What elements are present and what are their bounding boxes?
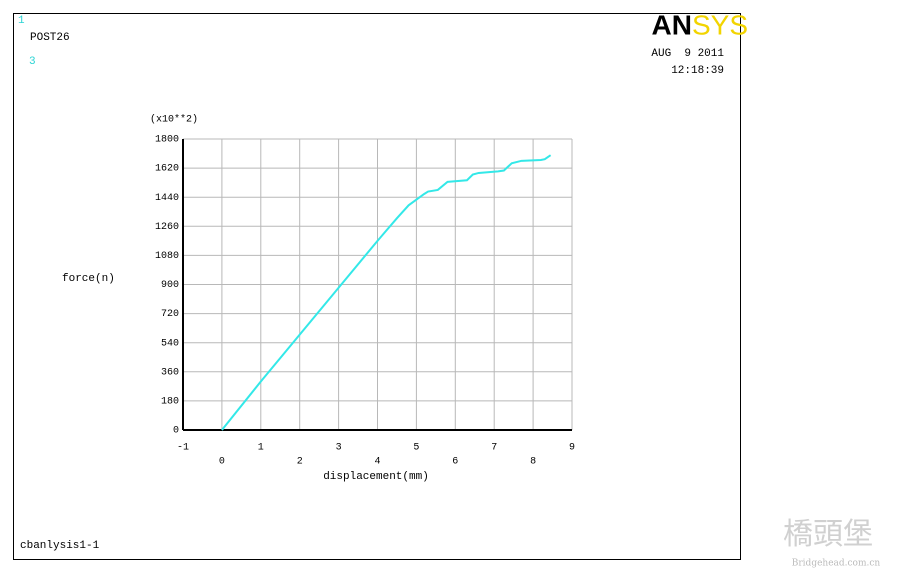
x-tick-label: -1: [177, 443, 189, 454]
y-tick-label: 1800: [155, 135, 179, 146]
y-tick-label: 1080: [155, 251, 179, 262]
data-line: [221, 154, 552, 431]
x-tick-label: 0: [219, 457, 225, 468]
y-tick-label: 360: [161, 367, 179, 378]
y-tick-label: 540: [161, 338, 179, 349]
x-tick-label: 6: [452, 457, 458, 468]
x-tick-label: 3: [336, 443, 342, 454]
x-tick-label: 5: [413, 443, 419, 454]
x-tick-label: 7: [491, 443, 497, 454]
logo-sys: SYS: [692, 9, 748, 40]
window-number: 1: [18, 15, 25, 27]
x-tick-label: 2: [297, 457, 303, 468]
logo-an: AN: [652, 9, 692, 40]
watermark-site: Bridgehead.com.cn: [792, 559, 881, 569]
x-tick-label: 9: [569, 443, 575, 454]
program: POST26: [30, 32, 70, 44]
y-tick-label: 720: [161, 309, 179, 320]
x-tick-label: 8: [530, 457, 536, 468]
x-axis-label: displacement(mm): [323, 471, 429, 483]
time: 12:18:39: [671, 65, 724, 77]
y-multiplier: (x10**2): [150, 114, 198, 126]
date: AUG 9 2011: [651, 48, 724, 60]
y-tick-label: 1620: [155, 164, 179, 175]
curve-number: 3: [29, 56, 36, 68]
file-name: cbanlysis1-1: [20, 540, 100, 552]
y-tick-label: 900: [161, 280, 179, 291]
y-tick-label: 1440: [155, 193, 179, 204]
x-tick-label: 4: [374, 457, 380, 468]
y-tick-label: 0: [173, 426, 179, 437]
frame: [13, 13, 741, 560]
y-tick-label: 180: [161, 397, 179, 408]
y-tick-label: 1260: [155, 222, 179, 233]
watermark-logo: 橋頭堡: [783, 517, 873, 552]
x-tick-label: 1: [258, 443, 264, 454]
y-axis-label: force(n): [62, 273, 115, 285]
